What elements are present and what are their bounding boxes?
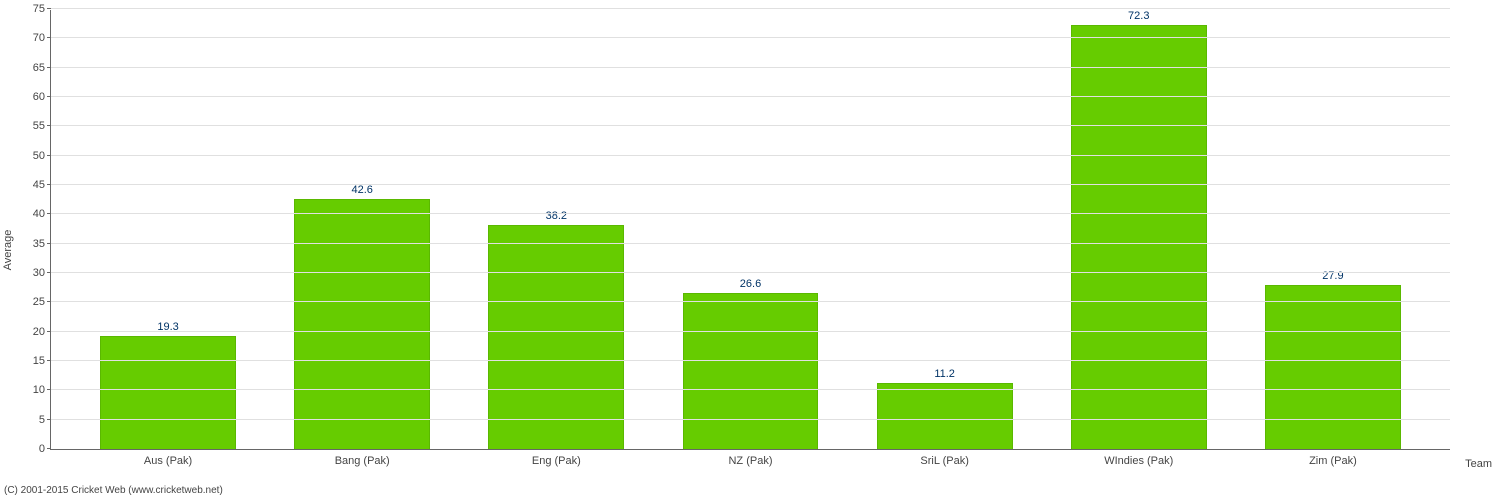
bar-value-label: 38.2: [546, 210, 567, 226]
y-tick-label: 0: [39, 443, 51, 455]
y-tick-label: 15: [33, 355, 51, 367]
y-tick-label: 60: [33, 91, 51, 103]
y-tick-label: 75: [33, 3, 51, 15]
bar-value-label: 11.2: [934, 368, 955, 384]
y-tick-label: 20: [33, 326, 51, 338]
gridline: [51, 67, 1450, 68]
bar-slot: 38.2Eng (Pak): [459, 10, 653, 449]
bar: 38.2: [488, 225, 624, 449]
bar-value-label: 19.3: [157, 321, 178, 337]
y-tick-label: 5: [39, 414, 51, 426]
plot-area: 19.3Aus (Pak)42.6Bang (Pak)38.2Eng (Pak)…: [50, 10, 1450, 450]
gridline: [51, 184, 1450, 185]
chart-container: Average 19.3Aus (Pak)42.6Bang (Pak)38.2E…: [0, 0, 1500, 500]
y-tick-label: 35: [33, 238, 51, 250]
x-tick-label: NZ (Pak): [728, 449, 772, 467]
bar-slot: 27.9Zim (Pak): [1236, 10, 1430, 449]
y-tick-label: 70: [33, 32, 51, 44]
gridline: [51, 155, 1450, 156]
gridline: [51, 419, 1450, 420]
copyright-text: (C) 2001-2015 Cricket Web (www.cricketwe…: [4, 485, 223, 496]
bar-slot: 42.6Bang (Pak): [265, 10, 459, 449]
y-axis-label: Average: [2, 230, 14, 271]
bar: 42.6: [294, 199, 430, 449]
bar-value-label: 72.3: [1128, 10, 1149, 26]
y-tick-label: 45: [33, 179, 51, 191]
x-tick-label: Bang (Pak): [335, 449, 390, 467]
gridline: [51, 331, 1450, 332]
x-tick-label: WIndies (Pak): [1104, 449, 1173, 467]
gridline: [51, 96, 1450, 97]
y-tick-label: 10: [33, 384, 51, 396]
y-tick-label: 50: [33, 150, 51, 162]
bar-value-label: 42.6: [351, 184, 372, 200]
x-tick-label: Zim (Pak): [1309, 449, 1357, 467]
bar-slot: 19.3Aus (Pak): [71, 10, 265, 449]
gridline: [51, 360, 1450, 361]
bar: 11.2: [877, 383, 1013, 449]
y-tick-label: 55: [33, 120, 51, 132]
bar: 72.3: [1071, 25, 1207, 449]
x-tick-label: Aus (Pak): [144, 449, 192, 467]
bar: 26.6: [683, 293, 819, 449]
y-tick-label: 25: [33, 296, 51, 308]
y-tick-label: 40: [33, 208, 51, 220]
gridline: [51, 213, 1450, 214]
bar-value-label: 26.6: [740, 278, 761, 294]
gridline: [51, 389, 1450, 390]
gridline: [51, 301, 1450, 302]
gridline: [51, 8, 1450, 9]
bars-layer: 19.3Aus (Pak)42.6Bang (Pak)38.2Eng (Pak)…: [51, 10, 1450, 449]
bar-slot: 11.2SriL (Pak): [848, 10, 1042, 449]
x-tick-label: SriL (Pak): [920, 449, 969, 467]
bar-slot: 72.3WIndies (Pak): [1042, 10, 1236, 449]
gridline: [51, 243, 1450, 244]
y-tick-label: 65: [33, 62, 51, 74]
bar: 19.3: [100, 336, 236, 449]
bar: 27.9: [1265, 285, 1401, 449]
gridline: [51, 272, 1450, 273]
x-tick-label: Eng (Pak): [532, 449, 581, 467]
x-axis-label: Team: [1465, 458, 1492, 470]
gridline: [51, 125, 1450, 126]
y-tick-label: 30: [33, 267, 51, 279]
bar-slot: 26.6NZ (Pak): [653, 10, 847, 449]
gridline: [51, 37, 1450, 38]
